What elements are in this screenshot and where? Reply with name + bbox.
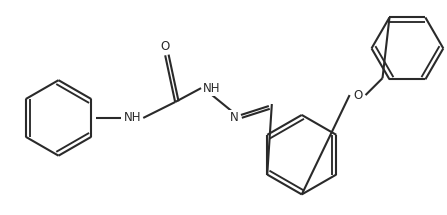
Text: NH: NH — [123, 111, 141, 124]
Text: N: N — [230, 111, 238, 124]
Text: O: O — [160, 40, 170, 53]
Text: NH: NH — [203, 82, 221, 95]
Text: O: O — [353, 89, 362, 101]
